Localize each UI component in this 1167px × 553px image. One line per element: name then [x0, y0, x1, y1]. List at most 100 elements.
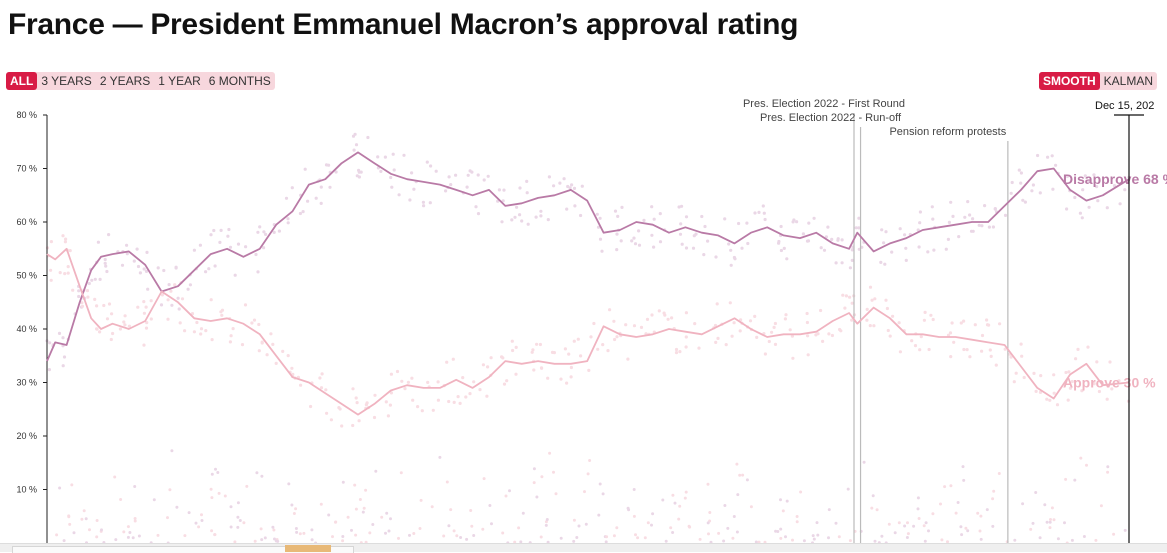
event-label: Pres. Election 2022 - Run-off — [760, 112, 902, 124]
undecided-dot — [276, 539, 280, 543]
poll-dot — [169, 289, 173, 293]
poll-dot — [839, 329, 843, 333]
poll-dot — [458, 401, 462, 405]
poll-dot — [274, 361, 278, 365]
undecided-dot — [698, 537, 702, 541]
approval-chart-svg[interactable]: 10 % 20 % 30 % 40 % 50 % 60 % 70 % 80 % Pres. El… — [0, 95, 1167, 545]
poll-dot — [1117, 379, 1121, 383]
undecided-dot — [731, 536, 735, 540]
poll-dot — [49, 278, 53, 282]
undecided-dot — [1112, 532, 1116, 536]
undecided-dot — [827, 508, 831, 512]
undecided-dot — [447, 524, 451, 528]
poll-dot — [980, 333, 985, 338]
undecided-dot — [292, 512, 296, 515]
range-3-years-button[interactable]: 3 YEARS — [41, 74, 92, 88]
poll-dot — [738, 329, 742, 333]
undecided-dot — [387, 529, 391, 533]
undecided-dot — [210, 472, 214, 476]
undecided-dot — [183, 534, 187, 538]
approval-chart[interactable]: 10 % 20 % 30 % 40 % 50 % 60 % 70 % 80 % Pres. El… — [0, 95, 1167, 545]
poll-dot — [63, 240, 67, 244]
undecided-dot — [572, 518, 576, 522]
poll-dot — [606, 349, 610, 353]
poll-dot — [250, 321, 254, 325]
poll-dot — [816, 332, 820, 336]
poll-dot — [526, 222, 530, 226]
poll-dot — [658, 240, 663, 244]
range-2-years-button[interactable]: 2 YEARS — [99, 74, 151, 88]
undecided-dot — [846, 487, 850, 491]
undecided-dot — [449, 508, 453, 512]
undecided-dot — [412, 532, 416, 535]
undecided-dot — [708, 511, 712, 514]
kalman-button[interactable]: KALMAN — [1103, 74, 1153, 88]
range-6-months-button[interactable]: 6 MONTHS — [208, 74, 271, 88]
undecided-dot — [992, 489, 996, 493]
undecided-dot — [548, 451, 552, 455]
smooth-button[interactable]: SMOOTH — [1038, 72, 1100, 90]
poll-dot — [565, 381, 569, 385]
poll-dot — [351, 134, 356, 138]
poll-dot — [125, 243, 129, 247]
undecided-dot — [346, 515, 350, 519]
undecided-dot — [757, 540, 761, 544]
poll-dot — [957, 235, 961, 239]
poll-dot — [677, 205, 681, 209]
series-end-label-disapprove: Disapprove 68 % — [1063, 171, 1167, 187]
series-line-disapprove[interactable] — [46, 151, 1130, 362]
poll-dot — [96, 240, 100, 244]
undecided-dot — [873, 539, 877, 543]
poll-dot — [639, 325, 644, 329]
poll-dot — [107, 233, 111, 237]
poll-dot — [757, 210, 761, 214]
undecided-dot — [897, 521, 901, 525]
poll-dot — [626, 357, 630, 361]
poll-dot — [434, 169, 438, 173]
scrollbar-thumb[interactable] — [285, 545, 331, 552]
poll-dot — [932, 248, 936, 252]
undecided-dot — [236, 515, 240, 519]
undecided-dot — [236, 501, 240, 505]
poll-dot — [968, 355, 972, 359]
poll-dot — [95, 304, 99, 308]
poll-dot — [949, 355, 953, 359]
undecided-dot — [749, 505, 753, 509]
poll-dot — [714, 255, 718, 259]
poll-dot — [166, 298, 170, 302]
poll-dot — [421, 200, 425, 204]
poll-dot — [1055, 403, 1060, 407]
poll-dot — [552, 351, 557, 355]
poll-dot — [162, 268, 166, 273]
poll-dot — [351, 423, 355, 428]
poll-dot — [149, 317, 153, 321]
poll-dot — [80, 304, 85, 308]
poll-dot — [62, 355, 67, 359]
undecided-dot — [350, 528, 353, 532]
poll-dot — [1074, 357, 1078, 361]
undecided-dot — [287, 482, 291, 486]
series-line-approve[interactable] — [46, 247, 1130, 416]
undecided-dot — [200, 519, 204, 522]
undecided-dot — [779, 498, 782, 502]
poll-dot — [971, 229, 975, 233]
poll-dot — [929, 313, 933, 317]
poll-dot — [1052, 373, 1056, 377]
range-1-year-button[interactable]: 1 YEAR — [158, 74, 201, 88]
poll-dot — [805, 320, 810, 325]
undecided-dot — [1013, 538, 1017, 542]
undecided-dot — [671, 531, 675, 534]
poll-dot — [357, 175, 361, 179]
undecided-dot — [389, 517, 392, 521]
poll-dot — [482, 178, 486, 182]
time-range-selector: ALL 3 YEARS 2 YEARS 1 YEAR 6 MONTHS — [6, 72, 275, 90]
poll-dot — [426, 380, 430, 384]
undecided-dot — [362, 506, 366, 510]
poll-dot — [325, 411, 329, 415]
undecided-dot — [1106, 470, 1110, 474]
poll-dot — [684, 246, 689, 250]
range-all-button[interactable]: ALL — [6, 72, 38, 90]
undecided-dot — [636, 536, 640, 540]
poll-dot — [988, 348, 992, 352]
horizontal-scrollbar[interactable] — [0, 543, 1167, 553]
